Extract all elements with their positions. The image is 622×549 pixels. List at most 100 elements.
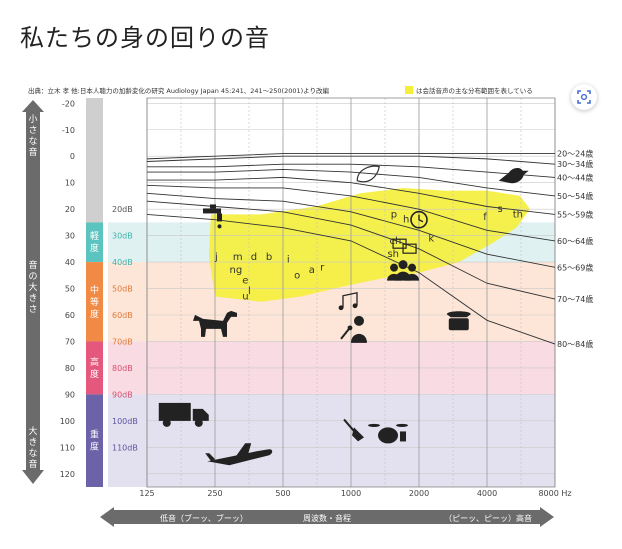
scan-button[interactable]	[571, 84, 597, 110]
y-tick-label: 20	[65, 205, 75, 214]
band-tab-mild	[86, 222, 103, 263]
age-curve	[146, 213, 556, 345]
phoneme-label: ng	[230, 265, 243, 276]
arrow-label-small: さ	[28, 125, 37, 136]
singer-icon	[340, 315, 367, 343]
speech-region	[208, 187, 530, 302]
band-label-profound: 度	[90, 441, 99, 453]
x-tick-label: 500	[275, 489, 290, 498]
y-tick-label: 10	[65, 179, 75, 188]
phoneme-label: o	[294, 270, 300, 281]
band-tab-severe	[86, 341, 103, 395]
y-tick-label: 40	[65, 258, 75, 267]
y-tick-label: 0	[70, 152, 75, 161]
phoneme-label: i	[287, 254, 290, 265]
clock-icon	[410, 210, 428, 229]
arrow-label-low: 低音（ブーッ、ブーッ）	[160, 513, 248, 523]
legend-swatch	[405, 86, 413, 94]
band-label-mild: 軽	[90, 231, 99, 242]
phoneme-label: d	[251, 252, 257, 263]
arrow-label-small: 小	[28, 114, 37, 125]
crowd-icon	[387, 260, 420, 281]
phoneme-label: s	[497, 204, 502, 215]
age-curve	[146, 184, 556, 242]
x-tick-label: 125	[139, 489, 154, 498]
band-label-profound: 重	[90, 429, 99, 441]
db-label: 90dB	[112, 390, 133, 399]
y-tick-label: 70	[65, 337, 75, 346]
series-label: 30〜34歳	[557, 159, 593, 169]
series-label: 70〜74歳	[557, 294, 593, 304]
db-label: 60dB	[112, 311, 133, 320]
arrow-label-frequency: 周波数・音程	[303, 513, 351, 523]
series-label: 60〜64歳	[557, 236, 593, 246]
phoneme-label: k	[428, 233, 434, 244]
bird-icon	[498, 167, 529, 184]
age-curve	[147, 163, 556, 178]
arrow-label-high: （ピーッ、ピーッ）高音	[444, 513, 532, 523]
telephone-icon	[446, 311, 471, 331]
arrow-label-small: 音	[28, 146, 37, 158]
faucet-icon	[203, 204, 222, 229]
arrow-label-volume: さ	[28, 304, 37, 315]
legend-text: は会話音声の主な分布範囲を表している	[416, 86, 533, 95]
phoneme-label: f	[483, 212, 487, 223]
arrow-label-large: き	[28, 437, 37, 448]
band-tab-profound	[86, 394, 103, 487]
db-label: 110dB	[112, 443, 138, 452]
source-note: 出典：立木 孝 他:日本人聴力の加齢変化の研究 Audiology Japan …	[28, 86, 330, 95]
arrow-label-volume: 音	[28, 259, 37, 271]
phoneme-label: sh	[387, 249, 399, 260]
db-label: 80dB	[112, 364, 133, 373]
airplane-icon	[205, 443, 273, 466]
db-label: 50dB	[112, 285, 133, 294]
band-label-severe: 度	[90, 368, 99, 380]
x-tick-label: 250	[207, 489, 222, 498]
scan-icon	[577, 90, 591, 104]
y-tick-label: -20	[62, 99, 75, 108]
y-tick-label: 90	[65, 390, 75, 399]
y-tick-label: 30	[65, 232, 75, 241]
db-label: 100dB	[112, 417, 138, 426]
x-tick-label: 2000	[409, 489, 429, 498]
arrow-label-large: な	[28, 448, 37, 459]
age-curve	[146, 155, 556, 165]
music-notes-icon	[338, 291, 358, 311]
phoneme-label: m	[233, 252, 243, 263]
chat-icon	[392, 238, 417, 254]
band-label-severe: 高	[90, 356, 99, 368]
page-title: 私たちの身の回りの音	[20, 24, 270, 52]
horizontal-arrow	[100, 507, 554, 527]
band-label-moderate: 度	[90, 308, 99, 320]
x-tick-label: 4000	[477, 489, 497, 498]
db-label: 20dB	[112, 205, 133, 214]
y-tick-label: 120	[60, 470, 75, 479]
phoneme-label: b	[266, 252, 272, 263]
arrow-label-large: 大	[28, 425, 37, 437]
band-label-mild: 度	[90, 242, 99, 254]
x-tick-label: 8000 Hz	[538, 489, 571, 498]
dog-icon	[193, 310, 237, 337]
y-tick-label: 50	[65, 285, 75, 294]
db-label: 70dB	[112, 337, 133, 346]
x-tick-label: 1000	[341, 489, 361, 498]
band-label-moderate: 中	[90, 284, 99, 296]
age-curve	[147, 176, 556, 215]
series-label: 55〜59歳	[557, 209, 593, 219]
age-curve	[146, 192, 556, 268]
db-label: 40dB	[112, 258, 133, 267]
phoneme-label: ch	[389, 236, 401, 247]
truck-icon	[158, 402, 209, 427]
band-label-moderate: 等	[90, 296, 99, 308]
arrow-label-large: 音	[28, 458, 37, 470]
age-curve	[146, 153, 555, 160]
y-tick-label: 100	[60, 417, 75, 426]
y-tick-label: 110	[60, 443, 75, 452]
y-tick-label: 60	[65, 311, 75, 320]
series-label: 20〜24歳	[557, 149, 593, 159]
phoneme-label: th	[513, 209, 523, 220]
db-label: 30dB	[112, 232, 133, 241]
arrow-label-small: な	[28, 136, 37, 147]
band-tab-moderate	[86, 262, 103, 342]
